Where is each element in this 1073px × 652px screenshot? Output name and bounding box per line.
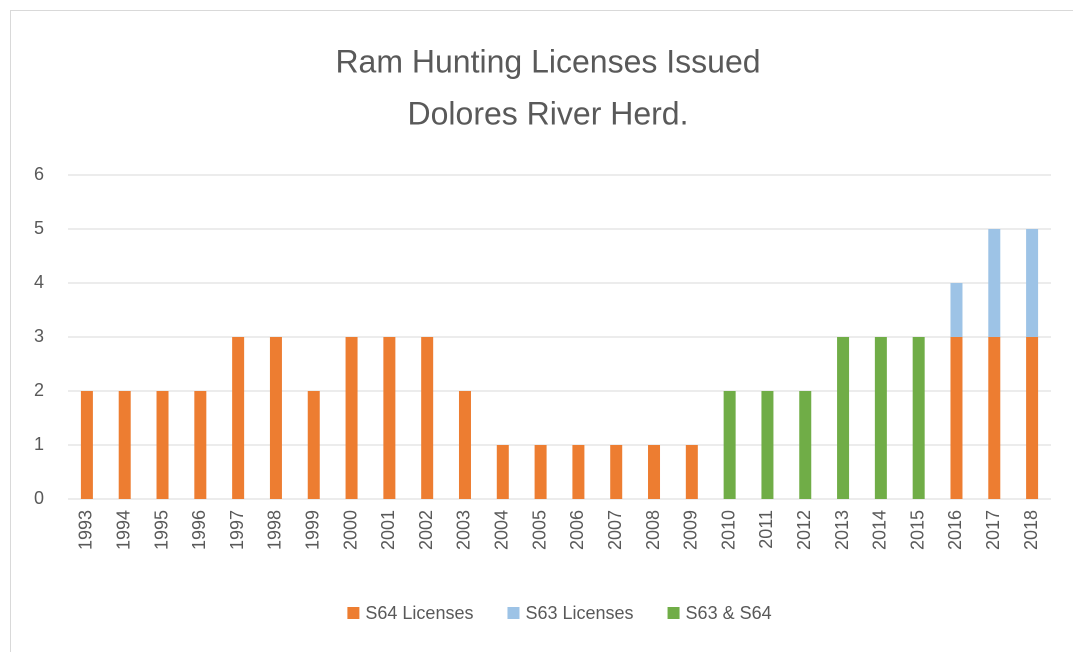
legend-swatch (347, 607, 360, 619)
bar-segment (950, 337, 963, 499)
bar-segment (874, 337, 887, 499)
chart-border (10, 10, 1073, 652)
bar-segment (194, 391, 207, 499)
bar-segment (232, 337, 245, 499)
y-tick-label: 6 (34, 164, 44, 184)
x-tick-label: 1999 (303, 510, 323, 550)
y-tick-label: 1 (34, 434, 44, 454)
legend-swatch (507, 607, 520, 619)
x-tick-label: 2010 (718, 510, 738, 550)
y-tick-label: 5 (34, 218, 44, 238)
bar-segment (458, 391, 471, 499)
bar-segment (307, 391, 320, 499)
bar-segment (383, 337, 396, 499)
x-tick-label: 2006 (567, 510, 587, 550)
x-tick-label: 2015 (907, 510, 927, 550)
x-tick-label: 2002 (416, 510, 436, 550)
bar-segment (80, 391, 93, 499)
bar-segment (685, 445, 698, 499)
y-tick-label: 2 (34, 380, 44, 400)
x-tick-label: 1998 (265, 510, 285, 550)
x-tick-label: 2009 (681, 510, 701, 550)
x-tick-label: 1997 (227, 510, 247, 550)
x-tick-label: 2018 (1021, 510, 1041, 550)
x-tick-label: 2011 (756, 510, 776, 549)
bar-segment (496, 445, 509, 499)
bar-segment (269, 337, 282, 499)
y-tick-label: 0 (34, 488, 44, 508)
legend-label: S63 Licenses (525, 603, 633, 623)
legend-label: S63 & S64 (686, 603, 772, 623)
bar-segment (421, 337, 434, 499)
chart-subtitle: Dolores River Herd. (408, 95, 689, 131)
x-tick-label: 1996 (189, 510, 209, 550)
bar-segment (156, 391, 169, 499)
bar-segment (950, 283, 963, 337)
x-tick-label: 2003 (454, 510, 474, 550)
bar-segment (345, 337, 358, 499)
x-tick-label: 1995 (151, 510, 171, 550)
legend-label: S64 Licenses (365, 603, 473, 623)
y-tick-label: 3 (34, 326, 44, 346)
x-tick-label: 1994 (113, 510, 133, 550)
x-tick-label: 2014 (870, 510, 890, 550)
bar-segment (648, 445, 661, 499)
bar-segment (988, 229, 1001, 337)
bar-segment (610, 445, 623, 499)
x-tick-label: 2004 (492, 510, 512, 550)
bar-segment (1026, 337, 1039, 499)
bar-segment (118, 391, 131, 499)
chart-title: Ram Hunting Licenses Issued (335, 43, 760, 79)
bar-segment (799, 391, 812, 499)
x-tick-label: 2017 (983, 510, 1003, 550)
bar-segment (723, 391, 736, 499)
legend-swatch (667, 607, 680, 619)
bar-segment (761, 391, 774, 499)
bar-segment (912, 337, 925, 499)
x-tick-label: 2012 (794, 510, 814, 550)
y-tick-label: 4 (34, 272, 44, 292)
x-tick-label: 2008 (643, 510, 663, 550)
x-tick-label: 2013 (832, 510, 852, 550)
x-tick-label: 2000 (340, 510, 360, 550)
bar-segment (988, 337, 1001, 499)
x-tick-label: 2016 (945, 510, 965, 550)
x-tick-label: 1993 (76, 510, 96, 550)
bar-segment (837, 337, 850, 499)
bar-segment (534, 445, 547, 499)
x-tick-label: 2001 (378, 510, 398, 550)
bar-segment (1026, 229, 1039, 337)
x-tick-label: 2005 (529, 510, 549, 550)
x-tick-label: 2007 (605, 510, 625, 550)
bar-segment (572, 445, 585, 499)
